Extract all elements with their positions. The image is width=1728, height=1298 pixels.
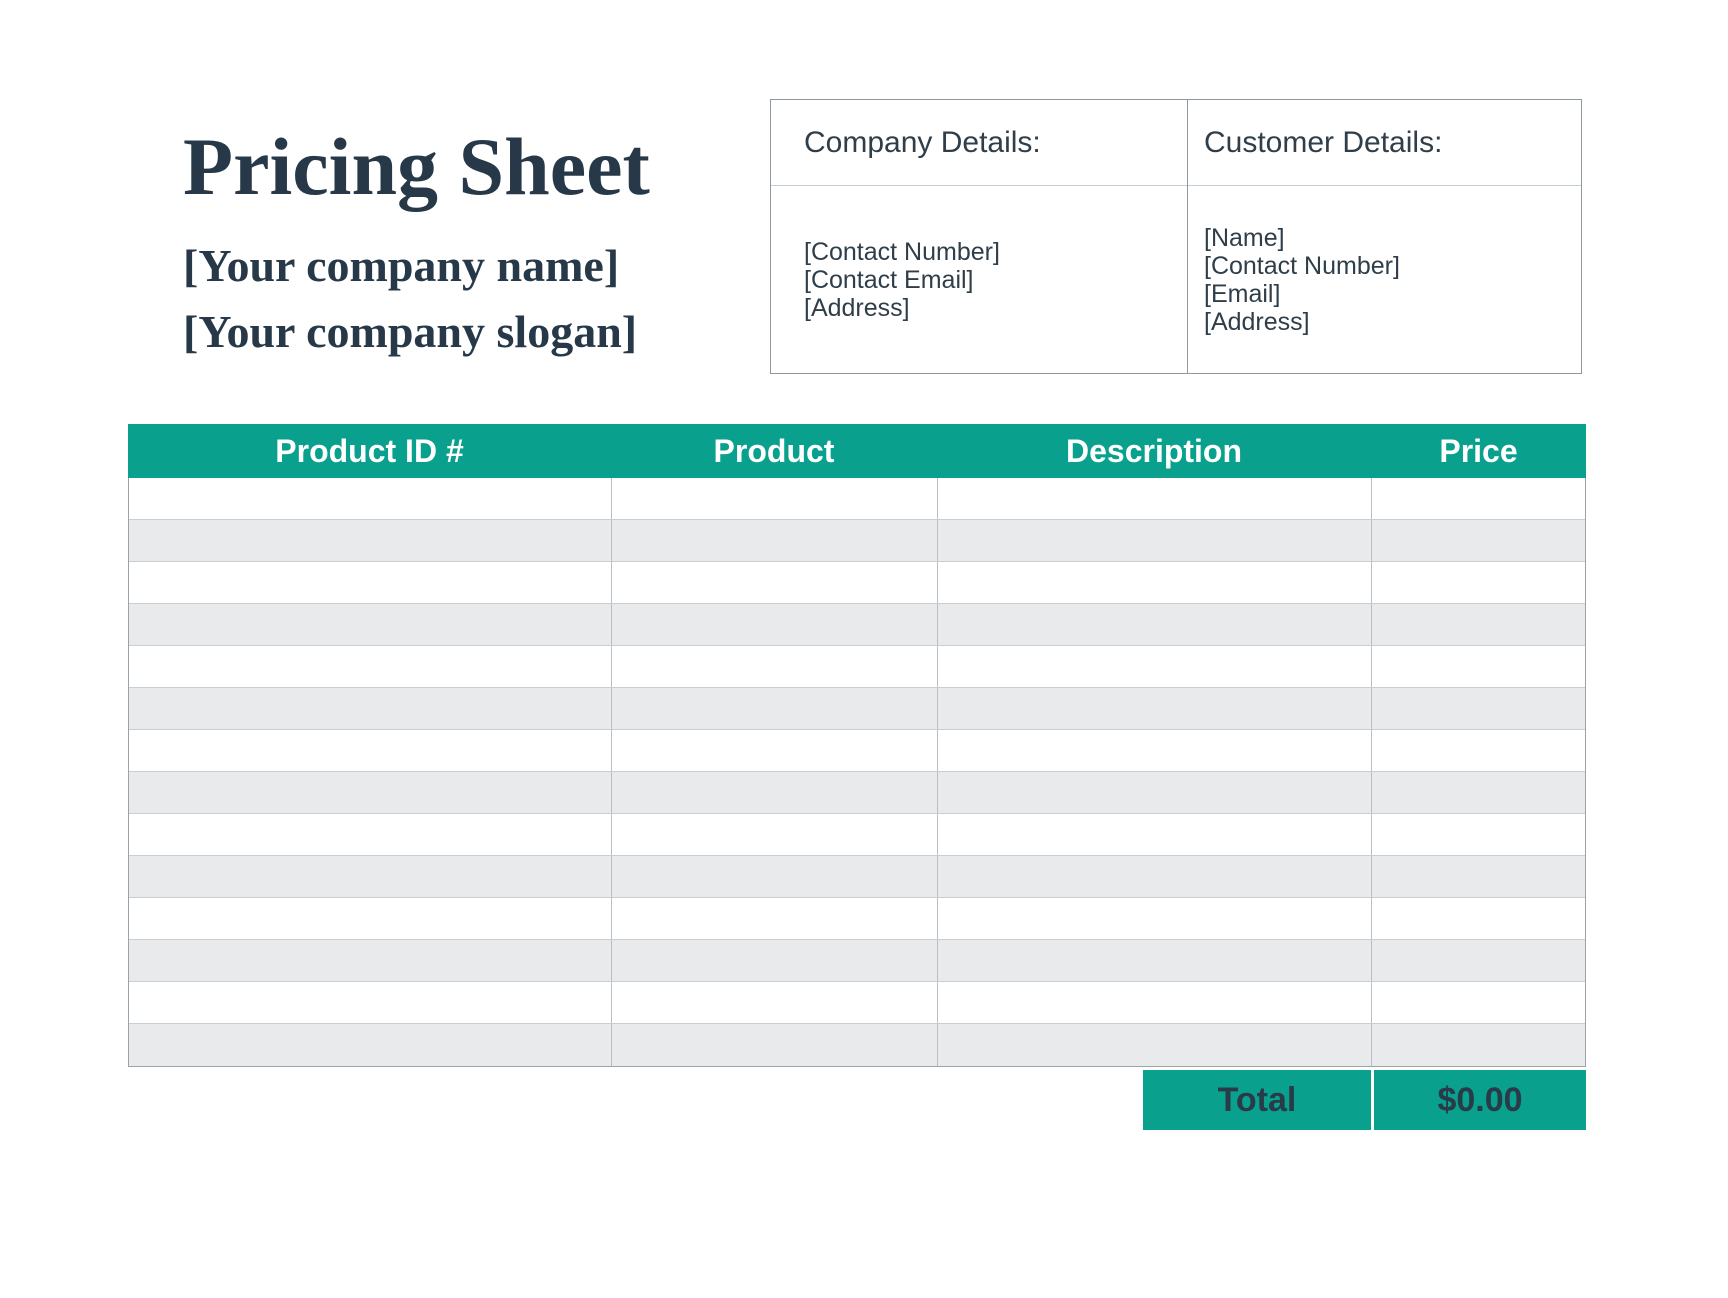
customer-details-heading: Customer Details:: [1188, 100, 1581, 186]
table-cell[interactable]: [129, 604, 612, 645]
customer-name-placeholder[interactable]: [Name]: [1204, 223, 1285, 252]
table-cell[interactable]: [938, 772, 1372, 813]
table-cell[interactable]: [938, 730, 1372, 771]
table-cell[interactable]: [1372, 646, 1585, 687]
table-cell[interactable]: [612, 604, 938, 645]
column-header-product: Product: [713, 432, 835, 469]
table-cell[interactable]: [129, 772, 612, 813]
table-row: [129, 940, 1585, 982]
table-cell[interactable]: [938, 1024, 1372, 1066]
table-cell[interactable]: [612, 562, 938, 603]
total-value-cell: $0.00: [1374, 1070, 1586, 1130]
table-cell[interactable]: [612, 1024, 938, 1066]
company-details-fields: [Contact Number] [Contact Email] [Addres…: [771, 186, 1187, 373]
customer-contact-number-placeholder[interactable]: [Contact Number]: [1204, 251, 1400, 280]
pricing-table-header-row: Product ID # Product Description Price: [128, 424, 1586, 478]
table-cell[interactable]: [129, 856, 612, 897]
table-cell[interactable]: [1372, 520, 1585, 561]
column-header-description: Description: [1065, 432, 1243, 469]
table-cell[interactable]: [1372, 898, 1585, 939]
table-row: [129, 646, 1585, 688]
table-cell[interactable]: [612, 646, 938, 687]
total-label-cell: Total: [1143, 1070, 1371, 1130]
table-cell[interactable]: [129, 478, 612, 519]
table-cell[interactable]: [612, 898, 938, 939]
company-contact-number-placeholder[interactable]: [Contact Number]: [804, 237, 1000, 266]
table-cell[interactable]: [1372, 772, 1585, 813]
table-row: [129, 1024, 1585, 1066]
table-cell[interactable]: [1372, 604, 1585, 645]
company-identity-block: [Your company name] [Your company slogan…: [183, 233, 637, 365]
table-row: [129, 604, 1585, 646]
table-cell[interactable]: [129, 562, 612, 603]
table-cell[interactable]: [129, 646, 612, 687]
table-row: [129, 688, 1585, 730]
pricing-table-body: [128, 478, 1586, 1067]
table-cell[interactable]: [938, 688, 1372, 729]
table-row: [129, 898, 1585, 940]
table-cell[interactable]: [129, 982, 612, 1023]
table-cell[interactable]: [1372, 856, 1585, 897]
table-cell[interactable]: [129, 730, 612, 771]
table-cell[interactable]: [612, 730, 938, 771]
details-panel: Company Details: [Contact Number] [Conta…: [770, 99, 1582, 374]
column-header-product-id: Product ID #: [275, 432, 464, 469]
company-slogan-placeholder[interactable]: [Your company slogan]: [183, 306, 638, 357]
table-cell[interactable]: [938, 520, 1372, 561]
table-cell[interactable]: [129, 898, 612, 939]
table-cell[interactable]: [129, 520, 612, 561]
customer-details-column: Customer Details: [Name] [Contact Number…: [1188, 100, 1581, 373]
customer-address-placeholder[interactable]: [Address]: [1204, 307, 1310, 336]
table-cell[interactable]: [1372, 730, 1585, 771]
company-details-heading: Company Details:: [771, 100, 1187, 186]
table-cell[interactable]: [938, 898, 1372, 939]
company-name-placeholder[interactable]: [Your company name]: [183, 240, 620, 291]
table-cell[interactable]: [612, 856, 938, 897]
table-row: [129, 982, 1585, 1024]
table-cell[interactable]: [129, 1024, 612, 1066]
table-cell[interactable]: [612, 478, 938, 519]
table-cell[interactable]: [938, 814, 1372, 855]
table-cell[interactable]: [612, 814, 938, 855]
column-header-price: Price: [1439, 432, 1518, 469]
table-row: [129, 730, 1585, 772]
table-row: [129, 520, 1585, 562]
table-cell[interactable]: [129, 814, 612, 855]
table-cell[interactable]: [129, 940, 612, 981]
table-cell[interactable]: [612, 772, 938, 813]
company-details-column: Company Details: [Contact Number] [Conta…: [771, 100, 1188, 373]
table-cell[interactable]: [612, 688, 938, 729]
table-cell[interactable]: [938, 478, 1372, 519]
table-cell[interactable]: [612, 982, 938, 1023]
table-cell[interactable]: [938, 856, 1372, 897]
table-cell[interactable]: [1372, 688, 1585, 729]
table-cell[interactable]: [612, 940, 938, 981]
table-cell[interactable]: [1372, 1024, 1585, 1066]
company-address-placeholder[interactable]: [Address]: [804, 293, 910, 322]
table-cell[interactable]: [938, 562, 1372, 603]
table-cell[interactable]: [612, 520, 938, 561]
pricing-table: Product ID # Product Description Price: [128, 424, 1586, 1067]
customer-email-placeholder[interactable]: [Email]: [1204, 279, 1281, 308]
table-row: [129, 478, 1585, 520]
table-row: [129, 562, 1585, 604]
table-cell[interactable]: [938, 982, 1372, 1023]
table-cell[interactable]: [1372, 562, 1585, 603]
table-cell[interactable]: [938, 604, 1372, 645]
table-cell[interactable]: [129, 688, 612, 729]
customer-details-fields: [Name] [Contact Number] [Email] [Address…: [1188, 186, 1581, 373]
table-cell[interactable]: [938, 646, 1372, 687]
table-cell[interactable]: [1372, 940, 1585, 981]
company-contact-email-placeholder[interactable]: [Contact Email]: [804, 265, 974, 294]
table-row: [129, 814, 1585, 856]
table-cell[interactable]: [1372, 478, 1585, 519]
table-row: [129, 856, 1585, 898]
table-row: [129, 772, 1585, 814]
table-cell[interactable]: [1372, 982, 1585, 1023]
table-cell[interactable]: [1372, 814, 1585, 855]
page-title: Pricing Sheet: [183, 121, 650, 212]
table-cell[interactable]: [938, 940, 1372, 981]
